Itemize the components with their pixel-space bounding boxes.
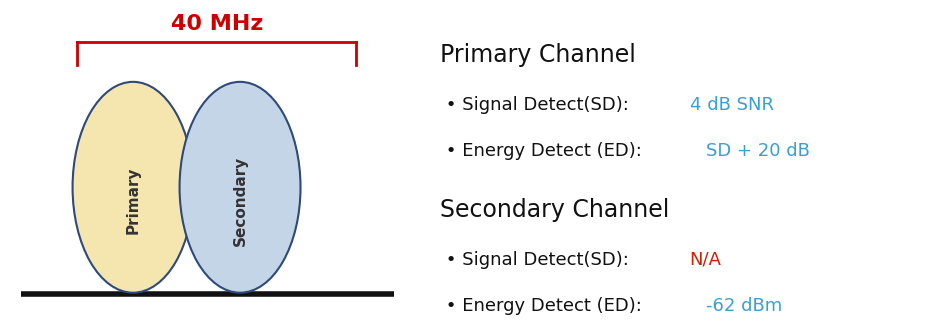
- Text: Secondary: Secondary: [232, 155, 247, 246]
- Text: Secondary Channel: Secondary Channel: [440, 198, 669, 222]
- Text: -62 dBm: -62 dBm: [707, 297, 782, 315]
- Text: N/A: N/A: [690, 251, 722, 269]
- Text: Primary Channel: Primary Channel: [440, 44, 636, 67]
- Ellipse shape: [180, 82, 300, 293]
- Text: Primary: Primary: [125, 167, 140, 234]
- Text: • Signal Detect(SD):: • Signal Detect(SD):: [440, 251, 635, 269]
- Text: SD + 20 dB: SD + 20 dB: [707, 142, 811, 160]
- Text: 40 MHz: 40 MHz: [170, 14, 263, 34]
- Text: • Energy Detect (ED):: • Energy Detect (ED):: [440, 142, 648, 160]
- Ellipse shape: [73, 82, 194, 293]
- Text: 4 dB SNR: 4 dB SNR: [690, 96, 774, 114]
- Text: • Signal Detect(SD):: • Signal Detect(SD):: [440, 96, 635, 114]
- Text: • Energy Detect (ED):: • Energy Detect (ED):: [440, 297, 648, 315]
